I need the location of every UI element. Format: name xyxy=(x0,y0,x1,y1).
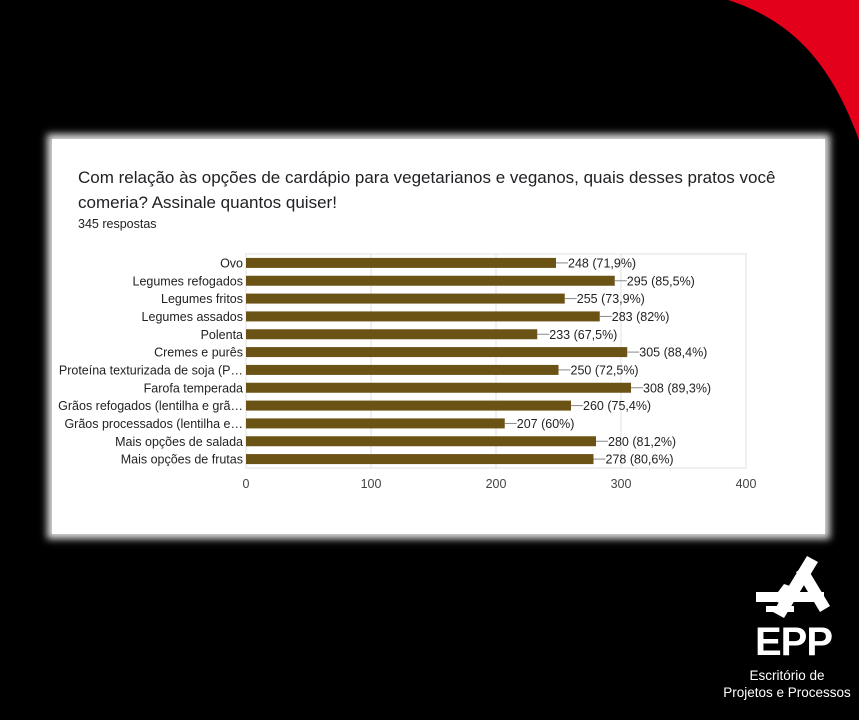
category-label: Proteína texturizada de soja (P… xyxy=(59,363,243,377)
data-label: 305 (88,4%) xyxy=(639,346,707,360)
data-label: 207 (60%) xyxy=(517,417,575,431)
bar xyxy=(246,436,596,447)
bar xyxy=(246,382,631,393)
epp-emblem-icon xyxy=(756,556,830,618)
bar xyxy=(246,293,565,304)
x-tick-label: 0 xyxy=(243,477,250,491)
category-label: Cremes e purês xyxy=(154,346,243,360)
data-label: 250 (72,5%) xyxy=(571,363,639,377)
category-label: Polenta xyxy=(201,328,243,342)
bar xyxy=(246,418,505,429)
category-label: Mais opções de frutas xyxy=(121,453,243,467)
bar-chart: 0 100 200 300 400 Ovo 248 (71,9%) Legumes refog… xyxy=(58,253,757,491)
chart-card: Com relação às opções de cardápio para v… xyxy=(52,139,825,534)
logo-tagline-line2: Projetos e Processos xyxy=(723,685,851,700)
x-tick-label: 100 xyxy=(361,477,382,491)
x-tick-label: 200 xyxy=(486,477,507,491)
data-label: 248 (71,9%) xyxy=(568,256,636,270)
data-label: 280 (81,2%) xyxy=(608,435,676,449)
data-label: 260 (75,4%) xyxy=(583,399,651,413)
bar xyxy=(246,400,571,411)
category-label: Grãos refogados (lentilha e grã… xyxy=(58,399,243,413)
question-title: Com relação às opções de cardápio para v… xyxy=(78,168,776,212)
bar xyxy=(246,257,556,268)
bar xyxy=(246,364,559,375)
category-label: Farofa temperada xyxy=(144,381,243,395)
data-label: 278 (80,6%) xyxy=(606,453,674,467)
data-label: 255 (73,9%) xyxy=(577,292,645,306)
category-label: Mais opções de salada xyxy=(115,435,243,449)
logo-acronym: EPP xyxy=(755,620,833,664)
logo-tagline-line1: Escritório de xyxy=(749,668,825,683)
category-label: Grãos processados (lentilha e… xyxy=(64,417,243,431)
response-count: 345 respostas xyxy=(78,217,157,231)
category-label: Legumes assados xyxy=(142,310,243,324)
data-label: 295 (85,5%) xyxy=(627,274,695,288)
bar xyxy=(246,454,594,465)
x-tick-label: 400 xyxy=(736,477,757,491)
x-tick-label: 300 xyxy=(611,477,632,491)
category-label: Legumes fritos xyxy=(161,292,243,306)
bar xyxy=(246,275,615,286)
data-label: 308 (89,3%) xyxy=(643,381,711,395)
data-label: 233 (67,5%) xyxy=(549,328,617,342)
category-label: Ovo xyxy=(220,256,243,270)
bar xyxy=(246,347,628,358)
epp-logo: EPP Escritório de Projetos e Processos xyxy=(722,548,852,713)
data-label: 283 (82%) xyxy=(612,310,670,324)
bar xyxy=(246,329,538,340)
bar xyxy=(246,311,600,322)
category-label: Legumes refogados xyxy=(133,274,244,288)
